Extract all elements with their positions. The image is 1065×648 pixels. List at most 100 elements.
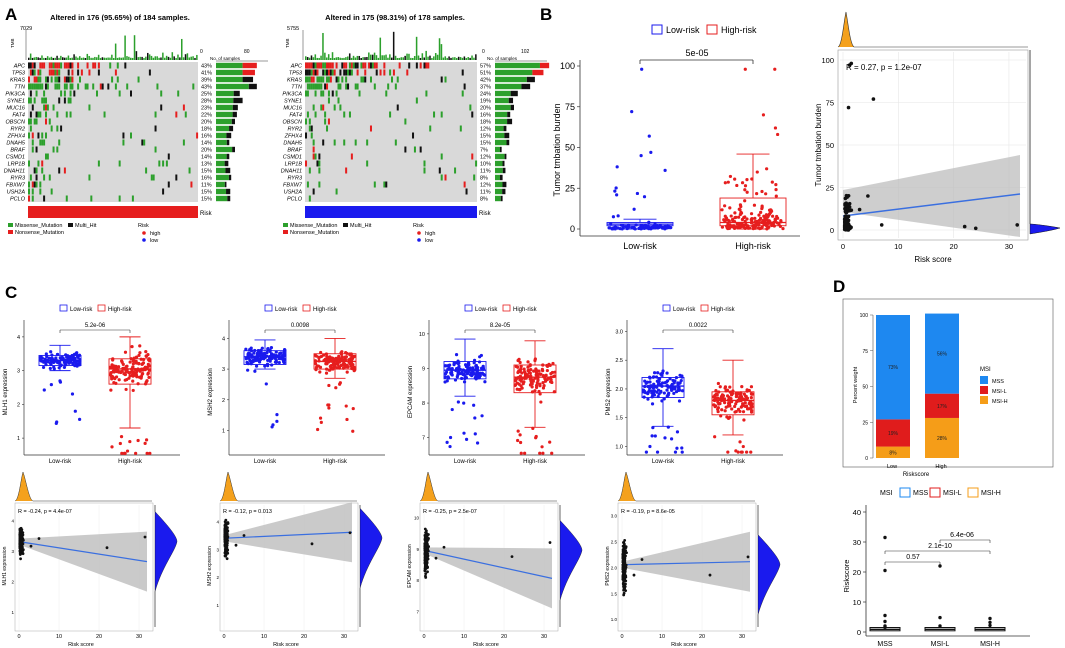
- data-point: [67, 360, 71, 364]
- gene-pct: 41%: [201, 71, 212, 77]
- data-point: [120, 360, 124, 364]
- mutation-cell: [423, 167, 426, 174]
- y-tick-label: 3: [216, 547, 219, 552]
- data-point: [663, 436, 667, 440]
- mutation-cell: [118, 160, 121, 167]
- y-tick-label: 1.5: [611, 591, 618, 596]
- data-point: [644, 450, 649, 454]
- data-point: [144, 438, 149, 442]
- mutation-cell: [28, 160, 30, 167]
- mutation-cell: [305, 90, 308, 97]
- data-point: [723, 204, 727, 208]
- data-point: [737, 225, 741, 230]
- tmb-bar: [339, 57, 341, 60]
- mutation-cell: [45, 118, 47, 125]
- freq-bar-other: [242, 69, 255, 76]
- mutation-cell: [305, 160, 308, 167]
- data-point: [262, 354, 266, 358]
- data-point: [514, 377, 518, 381]
- mutation-cell: [356, 62, 359, 69]
- freq-bar-missense: [216, 146, 233, 153]
- scatter-point: [624, 582, 627, 586]
- tmb-bar: [379, 37, 382, 60]
- mutation-cell: [337, 83, 340, 90]
- mutation-cell: [52, 69, 55, 76]
- mutation-cell: [58, 167, 61, 174]
- tmb-bar: [446, 57, 448, 60]
- scatter-point: [621, 581, 625, 585]
- data-point: [448, 444, 452, 449]
- gene-pct: 18%: [480, 120, 491, 126]
- outlier-point: [883, 613, 887, 618]
- box-elements: [606, 67, 787, 231]
- y-axis-label: Riskscore: [842, 560, 851, 593]
- y-tick-label: 2.0: [615, 387, 623, 393]
- data-point: [266, 347, 270, 351]
- data-point: [764, 192, 768, 196]
- data-point: [657, 392, 661, 396]
- scatter-point: [622, 549, 626, 553]
- freq-bar-other: [224, 160, 229, 167]
- mutation-cell: [318, 76, 321, 83]
- mutation-cell: [305, 76, 308, 83]
- freq-bar-missense: [216, 62, 243, 69]
- x-tick-label: 20: [301, 634, 307, 640]
- scatter-point: [425, 535, 429, 539]
- data-point: [44, 360, 48, 364]
- data-point: [742, 418, 746, 422]
- panel-letter-d: D: [833, 277, 845, 296]
- data-point: [454, 368, 458, 373]
- data-point: [765, 218, 769, 222]
- mutation-cell: [312, 153, 315, 160]
- data-point: [755, 191, 759, 196]
- data-point: [745, 217, 749, 221]
- y-tick-label: 3: [17, 369, 20, 375]
- data-point: [529, 368, 533, 372]
- data-point: [123, 350, 128, 354]
- data-point: [719, 414, 723, 418]
- tmb-bar: [406, 53, 408, 60]
- mutation-cell: [345, 83, 348, 90]
- mutation-cell: [318, 62, 321, 69]
- legend-high: High-risk: [513, 307, 538, 313]
- data-point: [445, 440, 449, 444]
- data-point: [734, 215, 738, 219]
- data-point: [762, 214, 766, 218]
- data-point: [541, 374, 546, 378]
- data-point: [143, 441, 147, 445]
- tmb-bar: [444, 56, 447, 60]
- tmb-bar: [175, 57, 177, 60]
- y-tick-label: 3: [222, 367, 225, 373]
- correlation-annotation: R = -0.24, p = 4.4e-07: [18, 509, 72, 515]
- oncoprint-right: Altered in 175 (98.31%) of 178 samples. …: [281, 13, 550, 244]
- legend-high-dot: [417, 231, 421, 235]
- y-tick-label: 9: [422, 366, 425, 372]
- freq-bar-other: [504, 153, 507, 160]
- data-point: [144, 350, 148, 354]
- mutation-cell: [33, 167, 36, 174]
- data-point: [317, 356, 321, 360]
- gene-pct: 8%: [480, 176, 488, 182]
- legend-low-swatch: [264, 304, 273, 312]
- mutation-cell: [396, 76, 399, 83]
- mutation-cell: [356, 83, 359, 90]
- gene-label: PIK3CA: [5, 92, 25, 98]
- data-point: [344, 404, 348, 408]
- outlier-point: [988, 623, 992, 628]
- mutation-cell: [50, 76, 53, 83]
- data-point: [633, 227, 637, 231]
- x-axis-label: Riskscore: [903, 472, 930, 478]
- data-point: [674, 390, 679, 394]
- data-point: [131, 359, 135, 363]
- y-tick-label: 2: [11, 579, 14, 584]
- mutation-cell: [305, 132, 308, 139]
- legend-low: Low-risk: [275, 307, 298, 313]
- mutation-cell: [37, 160, 40, 167]
- mutation-cell: [43, 62, 46, 69]
- mutation-cell: [29, 125, 32, 132]
- mutation-cell: [320, 76, 323, 83]
- tmb-bar: [412, 57, 414, 60]
- scatter-point: [632, 573, 636, 577]
- legend-high: High-risk: [721, 25, 757, 35]
- tmb-bar: [39, 57, 41, 60]
